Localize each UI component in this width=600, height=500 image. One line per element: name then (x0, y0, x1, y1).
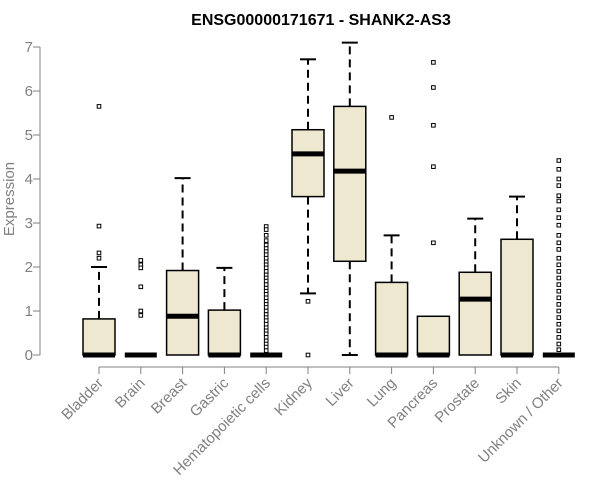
box-body (291, 128, 325, 198)
y-axis-label: Expression (1, 162, 18, 236)
box-brain (124, 258, 157, 358)
outlier-point (389, 115, 394, 120)
outlier-point (556, 321, 562, 327)
outlier-point (556, 176, 562, 182)
x-tick-label: Breast (148, 374, 191, 417)
outlier-point (263, 233, 269, 238)
box-body (165, 269, 200, 356)
outlier-point (96, 250, 102, 256)
box-kidney (291, 58, 325, 358)
outlier-point (556, 308, 562, 314)
outlier-point (556, 295, 562, 301)
box-bladder (82, 104, 116, 358)
outlier-point (556, 183, 562, 188)
x-tick-label: Skin (492, 375, 525, 408)
x-tick-label: Kidney (271, 374, 316, 419)
outlier-point (138, 265, 144, 271)
outlier-point (138, 308, 144, 314)
box-body (82, 318, 116, 356)
x-tick-label: Liver (323, 375, 358, 410)
outlier-point (138, 284, 144, 290)
x-tick-label: Prostate (431, 375, 483, 427)
outlier-point (138, 258, 144, 263)
box-liver (333, 41, 367, 356)
outlier-point (305, 299, 311, 304)
outlier-point (556, 158, 562, 163)
outlier-point (556, 282, 562, 287)
y-tick-label: 6 (25, 83, 33, 100)
outlier-point (556, 255, 562, 261)
outlier-point (138, 313, 144, 318)
box-body (374, 281, 409, 356)
outlier-point (556, 240, 562, 246)
outlier-point (556, 302, 562, 307)
outlier-point (556, 207, 562, 213)
outlier-point (556, 222, 562, 228)
outlier-point (556, 198, 562, 204)
outlier-point (431, 123, 436, 128)
box-unknown-other (542, 158, 575, 358)
box-hematopoietic-cells (250, 224, 283, 358)
outlier-point (556, 262, 562, 268)
y-tick-label: 3 (25, 215, 33, 232)
box-body (416, 315, 451, 356)
box-breast (165, 177, 200, 356)
box-prostate (458, 217, 492, 356)
box-body (207, 309, 242, 356)
outlier-point (263, 348, 269, 353)
chart-title: ENSG00000171671 - SHANK2-AS3 (191, 12, 451, 29)
y-tick-label: 5 (25, 127, 33, 144)
outlier-point (556, 328, 562, 334)
outlier-point (263, 238, 269, 243)
box-body (458, 271, 492, 356)
outlier-point (556, 275, 562, 281)
x-tick-label: Bladder (58, 375, 107, 424)
outlier-point (556, 288, 562, 294)
outlier-point (556, 335, 562, 340)
outlier-point (556, 347, 562, 353)
x-tick-label: Lung (364, 375, 400, 411)
outlier-point (431, 60, 436, 65)
y-tick-label: 7 (25, 39, 33, 56)
outlier-point (556, 167, 562, 172)
outlier-point (556, 233, 562, 238)
y-tick-label: 1 (25, 303, 33, 320)
outlier-point (305, 352, 311, 358)
boxes (82, 41, 575, 358)
outlier-point (556, 269, 562, 274)
y-tick-label: 2 (25, 259, 33, 276)
outlier-point (556, 247, 562, 252)
box-skin (500, 195, 534, 358)
outlier-point (96, 223, 102, 229)
outlier-point (96, 104, 102, 109)
box-body (500, 238, 534, 356)
outlier-point (556, 315, 562, 320)
outlier-point (431, 85, 436, 90)
box-gastric (207, 266, 242, 358)
outlier-point (556, 193, 562, 199)
outlier-point (556, 215, 562, 221)
box-body (333, 105, 367, 263)
y-tick-label: 0 (25, 347, 33, 364)
outlier-point (263, 227, 269, 232)
outlier-point (96, 255, 102, 261)
outlier-point (431, 164, 436, 169)
x-tick-label: Brain (112, 375, 149, 412)
outlier-point (556, 341, 562, 347)
box-lung (374, 115, 409, 358)
box-pancreas (416, 60, 451, 358)
y-tick-label: 4 (25, 171, 33, 188)
outlier-point (431, 240, 436, 246)
